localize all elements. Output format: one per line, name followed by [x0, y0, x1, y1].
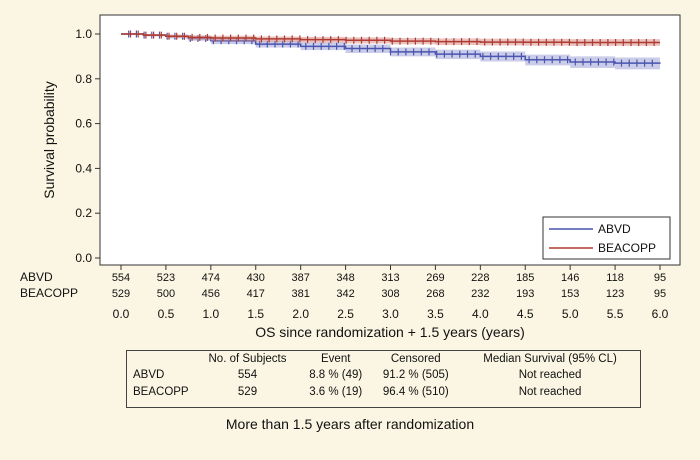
- y-tick-label: 0.2: [75, 206, 92, 220]
- at-risk-value: 348: [336, 272, 354, 284]
- beacopp-censored: 96.4 % (510): [382, 385, 449, 398]
- at-risk-value: 95: [654, 288, 666, 300]
- at-risk-value: 193: [516, 288, 534, 300]
- summary-header-subjects: No. of Subjects: [208, 353, 287, 365]
- figure-caption: More than 1.5 years after randomization: [225, 416, 475, 432]
- at-risk-label-abvd: ABVD: [20, 270, 53, 284]
- legend: [542, 216, 671, 260]
- x-tick-label: 0.5: [158, 307, 175, 321]
- abvd-censored: 91.2 % (505): [382, 368, 449, 381]
- table-row: ABVD 554 8.8 % (49) 91.2 % (505) Not rea…: [127, 366, 640, 383]
- x-tick-label: 5.5: [607, 307, 624, 321]
- at-risk-value: 381: [291, 288, 309, 300]
- x-tick-label: 5.0: [562, 307, 579, 321]
- y-tick-label: 1.0: [75, 27, 92, 41]
- summary-header-censored: Censored: [390, 353, 441, 365]
- at-risk-value: 228: [471, 272, 489, 284]
- at-risk-value: 308: [381, 288, 399, 300]
- x-tick-label: 2.5: [337, 307, 354, 321]
- legend-label-abvd: ABVD: [598, 222, 631, 236]
- at-risk-value: 268: [426, 288, 444, 300]
- x-tick-label: 6.0: [652, 307, 669, 321]
- summary-header-median: Median Survival (95% CL): [483, 353, 617, 365]
- at-risk-value: 232: [471, 288, 489, 300]
- at-risk-value: 153: [561, 288, 579, 300]
- at-risk-value: 95: [654, 272, 666, 284]
- x-tick-label: 4.0: [472, 307, 489, 321]
- at-risk-value: 269: [426, 272, 444, 284]
- y-tick-label: 0.0: [75, 251, 92, 265]
- at-risk-value: 118: [606, 272, 624, 284]
- at-risk-value: 313: [381, 272, 399, 284]
- summary-header-row: No. of Subjects Event Censored Median Su…: [127, 351, 640, 366]
- x-tick-label: 1.0: [202, 307, 219, 321]
- x-axis-label: OS since randomization + 1.5 years (year…: [255, 324, 525, 340]
- beacopp-median: Not reached: [518, 385, 582, 398]
- at-risk-value: 417: [247, 288, 265, 300]
- legend-label-beacopp: BEACOPP: [598, 241, 656, 255]
- abvd-event: 8.8 % (49): [309, 368, 363, 381]
- at-risk-value: 523: [157, 272, 175, 284]
- summary-header-blank: [127, 351, 195, 366]
- y-axis-label: Survival probability: [41, 81, 57, 199]
- at-risk-value: 123: [606, 288, 624, 300]
- summary-header-event: Event: [321, 353, 351, 365]
- x-tick-label: 1.5: [247, 307, 264, 321]
- at-risk-value: 554: [112, 272, 130, 284]
- at-risk-label-beacopp: BEACOPP: [20, 286, 78, 300]
- at-risk-value: 342: [336, 288, 354, 300]
- row-label-abvd: ABVD: [133, 368, 165, 381]
- abvd-median: Not reached: [518, 368, 582, 381]
- x-tick-label: 3.5: [427, 307, 444, 321]
- at-risk-value: 500: [157, 288, 175, 300]
- row-label-beacopp: BEACOPP: [133, 385, 189, 398]
- y-tick-label: 0.8: [75, 72, 92, 86]
- km-chart: 0.0 0.2 0.4 0.6 0.8 1.0 0.0 0.5 1.0 1.5 2.0 2.5 3.0 3…: [20, 14, 681, 340]
- at-risk-value: 430: [247, 272, 265, 284]
- x-tick-label: 0.0: [113, 307, 130, 321]
- beacopp-event: 3.6 % (19): [309, 385, 363, 398]
- at-risk-value: 387: [291, 272, 309, 284]
- summary-table: No. of Subjects Event Censored Median Su…: [126, 350, 641, 408]
- at-risk-value: 474: [202, 272, 220, 284]
- at-risk-value: 456: [202, 288, 220, 300]
- at-risk-value: 185: [516, 272, 534, 284]
- at-risk-value: 529: [112, 288, 130, 300]
- x-tick-label: 4.5: [517, 307, 534, 321]
- x-tick-label: 2.0: [292, 307, 309, 321]
- y-tick-label: 0.6: [75, 117, 92, 131]
- abvd-subjects: 554: [237, 368, 258, 381]
- y-tick-label: 0.4: [75, 161, 92, 175]
- table-row: BEACOPP 529 3.6 % (19) 96.4 % (510) Not …: [127, 383, 640, 400]
- beacopp-subjects: 529: [237, 385, 258, 398]
- at-risk-value: 146: [561, 272, 579, 284]
- x-tick-label: 3.0: [382, 307, 399, 321]
